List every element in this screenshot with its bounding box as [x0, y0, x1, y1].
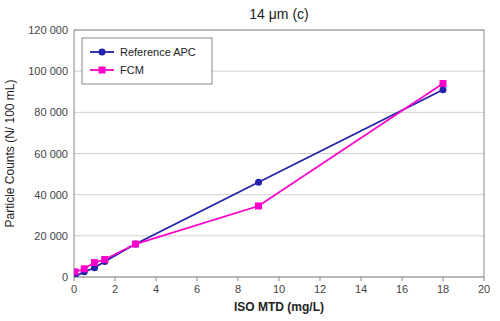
- series-marker: [74, 268, 79, 275]
- series-marker: [132, 241, 139, 248]
- series-line: [75, 90, 443, 277]
- series-marker: [440, 86, 447, 93]
- x-tick: [156, 277, 157, 281]
- x-tick-label: 6: [194, 283, 200, 295]
- legend-marker: [99, 67, 106, 74]
- y-tick-label: 40 000: [34, 189, 68, 201]
- series-marker: [81, 265, 88, 272]
- chart-title: 14 μm (c): [249, 6, 308, 22]
- legend: Reference APC FCM: [82, 38, 212, 84]
- x-tick-label: 18: [437, 283, 449, 295]
- plot-frame: [74, 30, 484, 277]
- y-tick-label: 0: [62, 271, 68, 283]
- series-marker: [440, 80, 447, 87]
- legend-label: FCM: [120, 64, 144, 76]
- grid-line: [74, 194, 484, 195]
- x-tick-label: 0: [71, 283, 77, 295]
- legend-marker: [99, 49, 106, 56]
- x-tick-label: 12: [314, 283, 326, 295]
- series-marker: [101, 256, 108, 263]
- data-group: [74, 80, 447, 277]
- x-tick-label: 20: [478, 283, 490, 295]
- grid-line: [74, 153, 484, 154]
- x-tick: [361, 277, 362, 281]
- x-tick: [115, 277, 116, 281]
- x-tick-label: 8: [235, 283, 241, 295]
- y-tick-label: 120 000: [28, 24, 68, 36]
- x-tick: [74, 277, 75, 281]
- y-tick-label: 60 000: [34, 148, 68, 160]
- x-tick: [484, 277, 485, 281]
- series-marker: [255, 202, 262, 209]
- series-marker: [132, 241, 139, 248]
- chart: 0 20 000 40 000 60 000 80 000 100 000 120 000 0…: [0, 0, 500, 321]
- legend-label: Reference APC: [120, 46, 196, 58]
- x-tick: [402, 277, 403, 281]
- series-line: [75, 84, 443, 272]
- y-tick-label: 80 000: [34, 106, 68, 118]
- y-axis-label: Particle Counts (N/ 100 mL): [3, 79, 17, 227]
- y-tick-label: 100 000: [28, 65, 68, 77]
- plot-area: [74, 30, 484, 277]
- x-tick: [238, 277, 239, 281]
- x-tick: [443, 277, 444, 281]
- x-tick-label: 10: [273, 283, 285, 295]
- x-tick-label: 4: [153, 283, 159, 295]
- series-marker: [91, 259, 98, 266]
- x-tick-label: 14: [355, 283, 367, 295]
- legend-box: [82, 38, 212, 84]
- grid-line: [74, 235, 484, 236]
- y-tick-label: 20 000: [34, 230, 68, 242]
- x-tick: [279, 277, 280, 281]
- x-tick-label: 16: [396, 283, 408, 295]
- x-tick-label: 2: [112, 283, 118, 295]
- x-tick: [197, 277, 198, 281]
- x-axis-label: ISO MTD (mg/L): [234, 300, 324, 314]
- series-marker: [255, 179, 262, 186]
- grid-line: [74, 112, 484, 113]
- x-tick: [320, 277, 321, 281]
